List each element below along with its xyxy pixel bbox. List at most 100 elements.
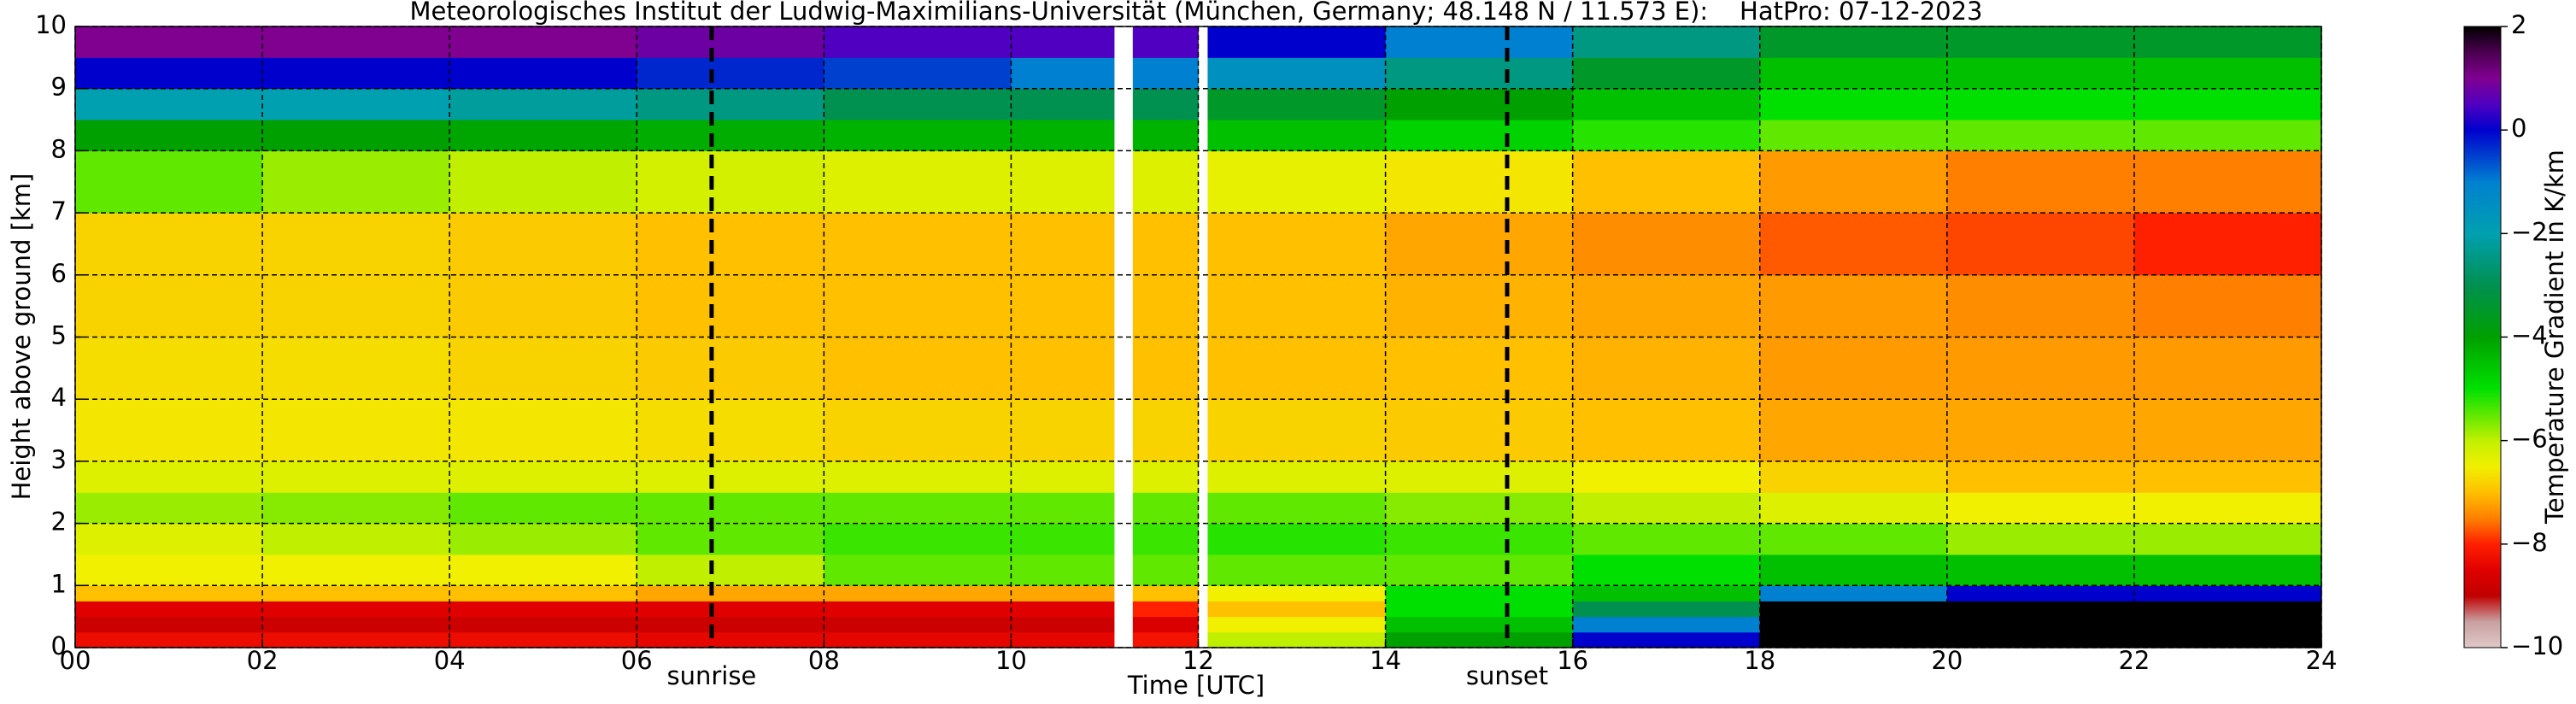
y-tick-label: 2 xyxy=(51,507,67,537)
heatmap-cell xyxy=(637,399,824,462)
heatmap-cell xyxy=(1132,57,1199,90)
heatmap-cell xyxy=(1759,57,1948,90)
heatmap-cell xyxy=(1011,88,1115,120)
heatmap-cell xyxy=(1207,554,1387,586)
heatmap-cell xyxy=(1946,492,2135,525)
heatmap-cell xyxy=(1572,399,1761,462)
heatmap-cell xyxy=(449,399,637,462)
heatmap-cell xyxy=(1207,523,1387,555)
heatmap-cell xyxy=(1011,26,1115,58)
y-tick-label: 9 xyxy=(51,73,67,102)
heatmap-cell xyxy=(262,631,450,648)
heatmap-cell xyxy=(2133,274,2322,337)
heatmap-cell xyxy=(1572,554,1761,586)
heatmap-cell xyxy=(824,492,1012,525)
heatmap-cell xyxy=(637,26,824,58)
heatmap-cell xyxy=(1572,150,1761,214)
heatmap-cell xyxy=(637,213,824,276)
heatmap-cell xyxy=(1385,585,1574,601)
heatmap-cell xyxy=(637,57,824,90)
heatmap-cell xyxy=(449,213,637,276)
x-tick-label: 14 xyxy=(1370,646,1401,675)
heatmap-cell xyxy=(1385,337,1574,400)
heatmap-cell xyxy=(1572,616,1761,633)
heatmap-cell xyxy=(1011,57,1115,90)
heatmap-cell xyxy=(637,585,824,601)
heatmap-cell xyxy=(1132,616,1199,633)
x-tick-label: 24 xyxy=(2306,646,2338,675)
heatmap-cell xyxy=(824,399,1012,462)
heatmap-cell xyxy=(75,57,263,90)
heatmap-cell xyxy=(1385,150,1574,214)
heatmap-cell xyxy=(1011,274,1115,337)
heatmap-cell xyxy=(1385,213,1574,276)
x-tick-label: 04 xyxy=(434,646,466,675)
heatmap-cell xyxy=(1207,26,1387,58)
heatmap-cell xyxy=(1011,616,1115,633)
heatmap-cell xyxy=(1759,554,1948,586)
y-tick-label: 4 xyxy=(51,383,67,412)
heatmap-cell xyxy=(1946,554,2135,586)
colorbar xyxy=(2463,26,2502,648)
x-tick-label: 06 xyxy=(621,646,653,675)
heatmap-cell xyxy=(2133,57,2322,90)
heatmap-cell xyxy=(262,337,450,400)
heatmap-cell xyxy=(449,26,637,58)
heatmap-cell xyxy=(262,461,450,493)
y-axis-label: Height above ground [km] xyxy=(7,173,36,501)
x-tick-label: 16 xyxy=(1557,646,1588,675)
heatmap-cell xyxy=(1011,213,1115,276)
heatmap-cell xyxy=(1132,492,1199,525)
heatmap-cell xyxy=(1011,120,1115,151)
y-tick-label: 1 xyxy=(51,569,67,598)
heatmap-cell xyxy=(1132,631,1199,648)
heatmap-cell xyxy=(75,554,263,586)
heatmap-cell xyxy=(449,120,637,151)
heatmap-cell xyxy=(1011,492,1115,525)
heatmap-cell xyxy=(1946,213,2135,276)
colorbar-tick-label: 2 xyxy=(2511,10,2526,39)
heatmap-cell xyxy=(449,601,637,618)
heatmap-cell xyxy=(637,554,824,586)
heatmap-cell xyxy=(2133,523,2322,555)
heatmap-cell xyxy=(1946,120,2135,151)
heatmap-cell xyxy=(1759,150,1948,214)
heatmap-cell xyxy=(1011,554,1115,586)
heatmap-cell xyxy=(262,213,450,276)
heatmap-cell xyxy=(1011,631,1115,648)
colorbar-tick-label: −10 xyxy=(2511,631,2563,660)
heatmap-cell xyxy=(262,57,450,90)
heatmap-cell xyxy=(1132,523,1199,555)
heatmap-cell xyxy=(1572,57,1761,90)
heatmap-cell xyxy=(824,585,1012,601)
colorbar-label: Temperature Gradient in K/km xyxy=(2540,150,2569,525)
heatmap-cell xyxy=(2133,461,2322,493)
x-axis-label: Time [UTC] xyxy=(1127,671,1265,700)
heatmap-cell xyxy=(1572,601,1761,618)
heatmap-cell xyxy=(824,150,1012,214)
heatmap-cell xyxy=(1946,57,2135,90)
x-tick-label: 18 xyxy=(1744,646,1775,675)
heatmap-cell xyxy=(824,274,1012,337)
heatmap-cell xyxy=(449,616,637,633)
heatmap-cell xyxy=(2133,399,2322,462)
heatmap-cell xyxy=(1011,601,1115,618)
heatmap-cell xyxy=(262,601,450,618)
heatmap-cell xyxy=(637,274,824,337)
heatmap-cell xyxy=(262,88,450,120)
x-tick-label: 12 xyxy=(1182,646,1214,675)
heatmap-cell xyxy=(1385,631,1574,648)
y-tick-label: 7 xyxy=(51,197,67,226)
heatmap-cell xyxy=(1385,26,1574,58)
heatmap-cell xyxy=(1207,461,1387,493)
heatmap-cell xyxy=(1759,601,1948,618)
heatmap-cell xyxy=(1572,337,1761,400)
heatmap-cell xyxy=(75,492,263,525)
heatmap-cell xyxy=(75,337,263,400)
heatmap-cell xyxy=(262,585,450,601)
heatmap-cell xyxy=(1759,585,1948,601)
x-tick-label: 10 xyxy=(995,646,1027,675)
heatmap-cell xyxy=(1946,274,2135,337)
heatmap-cell xyxy=(1132,150,1199,214)
heatmap-cell xyxy=(1572,88,1761,120)
